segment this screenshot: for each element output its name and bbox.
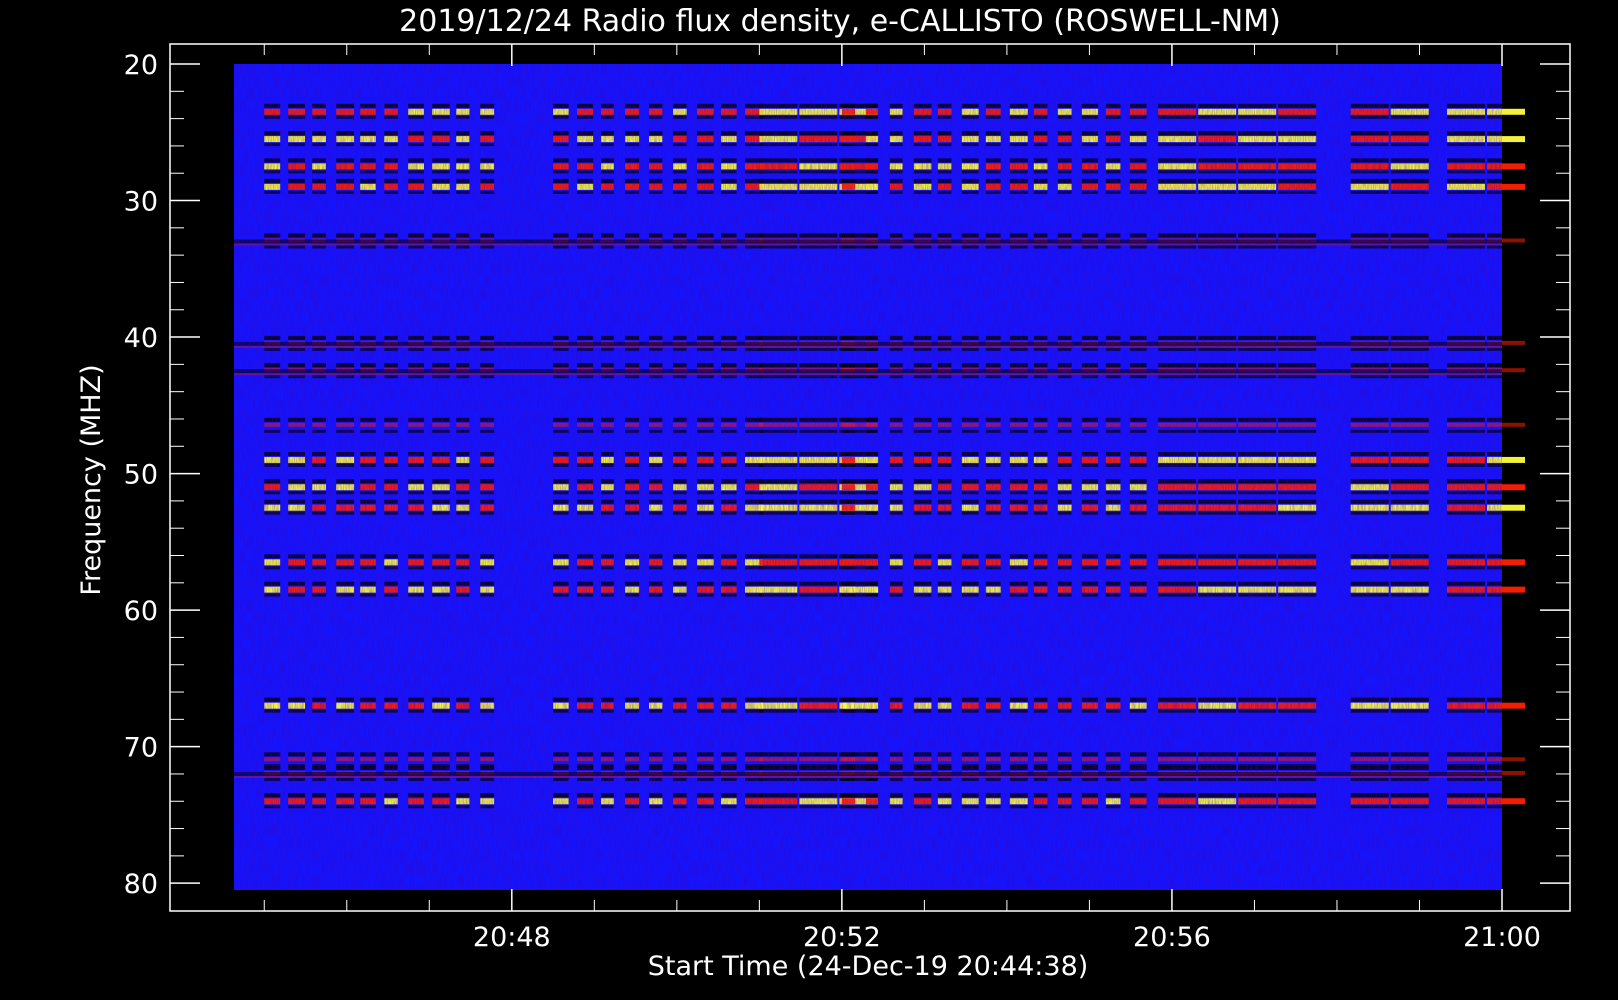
heat-cell-dark bbox=[1486, 566, 1525, 570]
heat-cell-dark bbox=[1486, 777, 1525, 781]
heat-cell-bright bbox=[1486, 238, 1525, 243]
heat-cell-bright bbox=[1486, 586, 1525, 593]
heat-cell-dark bbox=[1486, 417, 1525, 422]
heat-cell-bright bbox=[1486, 340, 1525, 345]
heat-cell-bright bbox=[1486, 456, 1525, 463]
heat-cell-dark bbox=[1486, 764, 1525, 768]
heat-cell-dark bbox=[1486, 115, 1525, 119]
heat-cell-dark bbox=[1486, 451, 1525, 456]
heat-cell-bright bbox=[1486, 368, 1525, 373]
heat-cell-dark bbox=[1486, 429, 1525, 433]
heat-cell-dark bbox=[1486, 170, 1525, 174]
y-tick-label: 70 bbox=[124, 733, 158, 764]
heat-cell-bright bbox=[1486, 163, 1525, 170]
heat-cell-bright bbox=[1486, 770, 1525, 775]
heat-cell-dark bbox=[1486, 491, 1525, 495]
heat-cell-bright bbox=[1486, 108, 1525, 115]
heat-cell-dark bbox=[1486, 190, 1525, 194]
heat-cell-dark bbox=[1486, 375, 1525, 379]
heat-cell-dark bbox=[1486, 479, 1525, 484]
heat-cell-bright bbox=[1486, 757, 1525, 762]
y-tick-label: 30 bbox=[124, 187, 158, 218]
heat-cell-dark bbox=[1486, 335, 1525, 340]
x-tick-label: 20:48 bbox=[473, 922, 551, 953]
heat-cell-dark bbox=[1486, 363, 1525, 368]
heat-cell-dark bbox=[1486, 499, 1525, 504]
heat-cell-bright bbox=[1486, 559, 1525, 566]
heat-cell-dark bbox=[1486, 709, 1525, 713]
y-tick-label: 60 bbox=[124, 596, 158, 627]
heat-cell-dark bbox=[1486, 233, 1525, 238]
heat-cell-bright bbox=[1486, 484, 1525, 491]
heat-cell-dark bbox=[1486, 697, 1525, 702]
y-axis: 20 30 40 50 60 70 80 bbox=[124, 50, 1570, 900]
heat-cell-dark bbox=[1486, 131, 1525, 136]
heat-cell-dark bbox=[1486, 178, 1525, 183]
heat-cell-dark bbox=[1486, 554, 1525, 559]
x-tick-label: 21:00 bbox=[1463, 922, 1541, 953]
heat-cell-dark bbox=[1486, 752, 1525, 757]
heat-cell-dark bbox=[1486, 347, 1525, 351]
noise-overlay bbox=[234, 64, 1502, 890]
y-tick-label: 80 bbox=[124, 869, 158, 900]
heat-cell-dark bbox=[1486, 765, 1525, 770]
heat-cell-dark bbox=[1486, 103, 1525, 108]
x-tick-label: 20:52 bbox=[803, 922, 881, 953]
heat-cell-dark bbox=[1486, 793, 1525, 798]
chart-title: 2019/12/24 Radio flux density, e-CALLIST… bbox=[399, 4, 1281, 39]
heat-cell-dark bbox=[1486, 511, 1525, 515]
heat-cell-dark bbox=[1486, 143, 1525, 147]
heat-cell-bright bbox=[1486, 504, 1525, 511]
heat-cell-bright bbox=[1486, 798, 1525, 805]
heat-cell-dark bbox=[1486, 158, 1525, 163]
heat-cell-dark bbox=[1486, 245, 1525, 249]
heat-cell-dark bbox=[1486, 593, 1525, 597]
plot-frame bbox=[169, 43, 1571, 912]
heat-cell-dark bbox=[1486, 463, 1525, 467]
heat-cell-bright bbox=[1486, 702, 1525, 709]
y-tick-label: 20 bbox=[124, 50, 158, 81]
x-tick-label: 20:56 bbox=[1133, 922, 1211, 953]
x-axis-label: Start Time (24-Dec-19 20:44:38) bbox=[648, 951, 1089, 982]
y-axis-label: Frequency (MHZ) bbox=[76, 364, 107, 595]
heat-cell-bright bbox=[1486, 183, 1525, 190]
heat-cell-dark bbox=[1486, 805, 1525, 809]
heat-cell-bright bbox=[1486, 422, 1525, 427]
plot-area bbox=[234, 64, 1525, 890]
y-tick-label: 40 bbox=[124, 323, 158, 354]
heat-cell-bright bbox=[1486, 136, 1525, 143]
y-tick-label: 50 bbox=[124, 460, 158, 491]
heat-cell-dark bbox=[1486, 581, 1525, 586]
x-axis: 20:48 20:52 20:56 21:00 bbox=[263, 44, 1541, 953]
